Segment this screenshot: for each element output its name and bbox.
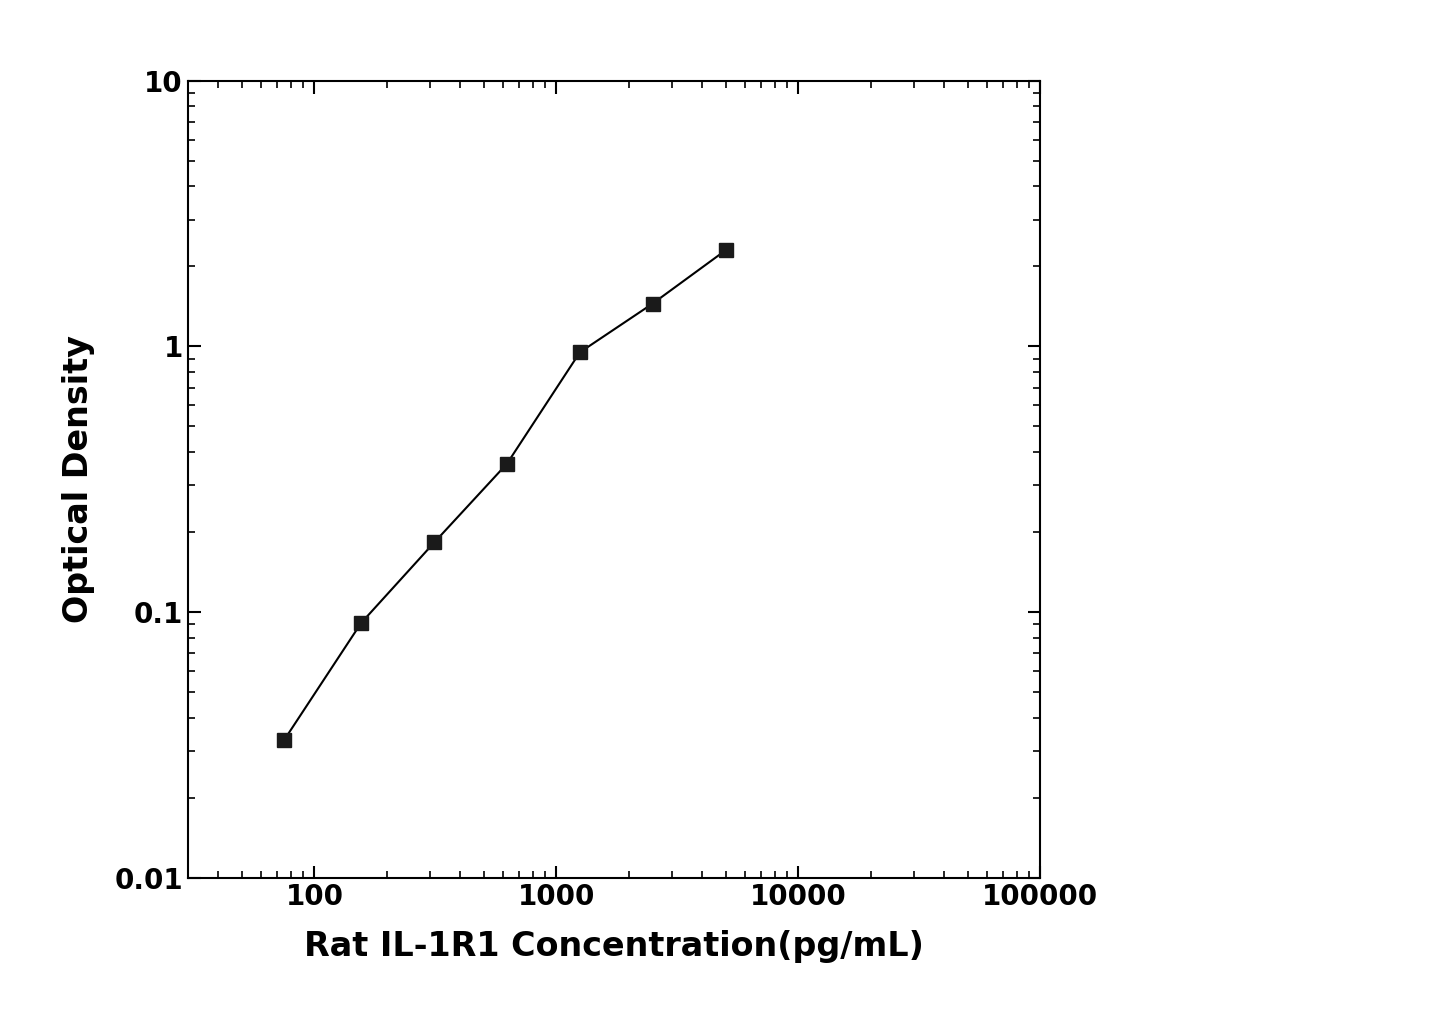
X-axis label: Rat IL-1R1 Concentration(pg/mL): Rat IL-1R1 Concentration(pg/mL) [305,930,923,964]
Y-axis label: Optical Density: Optical Density [62,335,95,624]
